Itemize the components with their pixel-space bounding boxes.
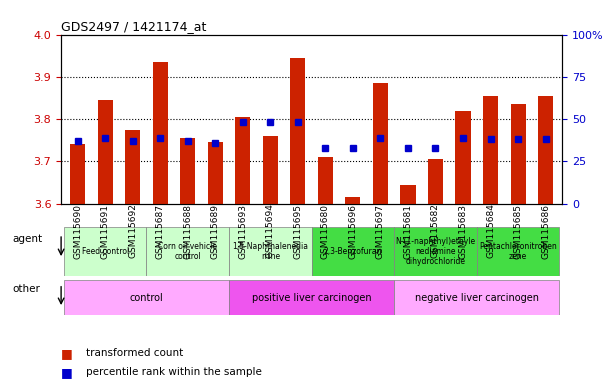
Bar <box>64 227 147 276</box>
Text: percentile rank within the sample: percentile rank within the sample <box>86 367 262 377</box>
Text: GSM115697: GSM115697 <box>376 204 385 258</box>
Bar <box>70 144 85 204</box>
Bar <box>477 227 559 276</box>
Text: GSM115692: GSM115692 <box>128 204 137 258</box>
Bar <box>318 157 333 204</box>
Bar <box>208 142 223 204</box>
Bar <box>483 96 498 204</box>
Text: ■: ■ <box>61 347 73 360</box>
Text: GSM115683: GSM115683 <box>458 204 467 258</box>
Text: GSM115693: GSM115693 <box>238 204 247 258</box>
Bar <box>98 100 112 204</box>
Bar <box>290 58 306 204</box>
Bar <box>263 136 278 204</box>
Bar <box>455 111 470 204</box>
Text: Corn oil vehicle
control: Corn oil vehicle control <box>158 242 218 261</box>
Bar <box>400 185 415 204</box>
Text: GSM115690: GSM115690 <box>73 204 82 258</box>
Text: GSM115681: GSM115681 <box>403 204 412 258</box>
Bar <box>229 280 394 315</box>
Text: GSM115689: GSM115689 <box>211 204 220 258</box>
Text: GSM115686: GSM115686 <box>541 204 550 258</box>
Text: GSM115695: GSM115695 <box>293 204 302 258</box>
Text: GSM115687: GSM115687 <box>156 204 165 258</box>
Bar <box>312 227 394 276</box>
Text: 1,5-Naphthalenedia
mine: 1,5-Naphthalenedia mine <box>232 242 309 261</box>
Bar <box>394 280 559 315</box>
Bar <box>235 117 251 204</box>
Text: GDS2497 / 1421174_at: GDS2497 / 1421174_at <box>61 20 207 33</box>
Text: other: other <box>12 284 40 294</box>
Text: GSM115694: GSM115694 <box>266 204 275 258</box>
Text: GSM115682: GSM115682 <box>431 204 440 258</box>
Text: N-(1-naphthyl)ethyle
nediamine
dihydrochloride: N-(1-naphthyl)ethyle nediamine dihydroch… <box>395 237 475 266</box>
Bar <box>373 83 388 204</box>
Text: GSM115696: GSM115696 <box>348 204 357 258</box>
Bar <box>229 227 312 276</box>
Text: positive liver carcinogen: positive liver carcinogen <box>252 293 371 303</box>
Text: ■: ■ <box>61 366 73 379</box>
Bar <box>180 138 196 204</box>
Text: GSM115688: GSM115688 <box>183 204 192 258</box>
Text: GSM115684: GSM115684 <box>486 204 495 258</box>
Bar <box>511 104 525 204</box>
Text: GSM115691: GSM115691 <box>101 204 109 258</box>
Bar <box>394 227 477 276</box>
Text: GSM115685: GSM115685 <box>514 204 522 258</box>
Text: transformed count: transformed count <box>86 348 183 358</box>
Bar <box>428 159 443 204</box>
Text: control: control <box>130 293 163 303</box>
Bar <box>147 227 229 276</box>
Bar <box>153 62 168 204</box>
Text: Pentachloronitroben
zene: Pentachloronitroben zene <box>479 242 557 261</box>
Text: negative liver carcinogen: negative liver carcinogen <box>415 293 539 303</box>
Bar <box>125 130 141 204</box>
Text: Feed control: Feed control <box>81 247 129 256</box>
Text: GSM115680: GSM115680 <box>321 204 330 258</box>
Text: agent: agent <box>12 234 42 244</box>
Bar <box>64 280 229 315</box>
Bar <box>538 96 553 204</box>
Text: 2,3-Benzofuran: 2,3-Benzofuran <box>324 247 382 256</box>
Bar <box>345 197 360 204</box>
